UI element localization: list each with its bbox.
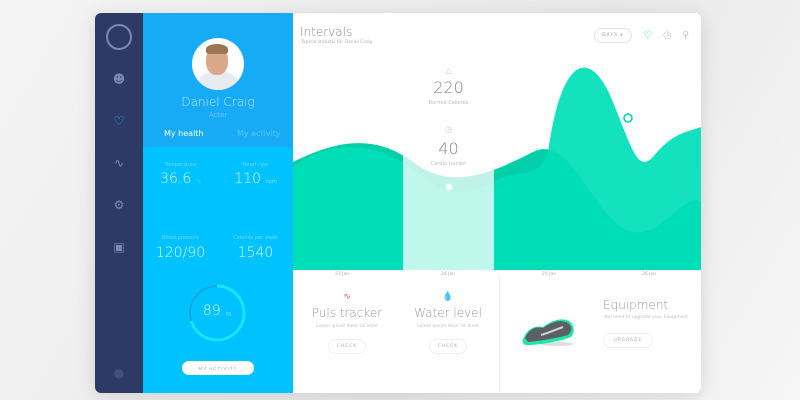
avatar (192, 38, 244, 90)
intervals-chart (293, 67, 701, 270)
location-icon[interactable]: ⚲ (682, 30, 690, 41)
sidebar: ☻ ♡ ∿ ⚙ ▣ ● (95, 13, 143, 393)
profile-panel: Daniel Craig Actor My health My activity… (143, 13, 293, 393)
heart-icon[interactable]: ♡ (643, 30, 652, 41)
puls-tracker-card: ∿ Puls tracker Lorem ipsum dolor sit ame… (297, 292, 397, 354)
data-point (623, 113, 633, 123)
feature-desc: Lorem ipsum dolor sit amet (316, 324, 378, 329)
dot-icon[interactable]: ● (113, 366, 125, 380)
clock-icon: ◷ (445, 125, 452, 134)
equipment-title: Equipment (603, 298, 669, 312)
stat-value: 36.6 °c (160, 171, 201, 187)
feature-title: Puls tracker (311, 306, 383, 320)
area-series-front (293, 67, 701, 270)
x-tick: 26 Jan (642, 272, 657, 277)
feature-desc: Lorem ipsum dolor sit amet (417, 324, 479, 329)
water-level-card: 💧 Water level Lorem ipsum dolor sit amet… (398, 292, 498, 354)
clock-icon[interactable]: ◷ (663, 30, 672, 41)
profile-name: Daniel Craig (181, 95, 255, 109)
feature-title: Water level (414, 306, 482, 320)
my-activity-button[interactable]: MY ACTIVITY (182, 361, 254, 375)
user-icon[interactable]: ☻ (112, 72, 126, 86)
weight-value: 89 kg (202, 303, 232, 319)
page-subtitle: Typical statistic for Daniel Craig (301, 40, 373, 45)
stat-label: Calories per week (233, 235, 278, 241)
medkit-icon[interactable]: ▣ (113, 240, 125, 254)
progress-arc (188, 284, 246, 342)
tab-my-activity[interactable]: My activity (237, 129, 281, 138)
fire-icon: △ (445, 66, 452, 75)
heart-icon[interactable]: ♡ (113, 114, 125, 128)
burned-calories-label: Burned Calories (428, 100, 469, 106)
x-tick: 24 Jan (441, 272, 456, 277)
logo-icon[interactable] (106, 24, 132, 50)
tab-my-health[interactable]: My health (164, 129, 204, 138)
cardio-label: Cardio tracker (430, 161, 467, 167)
stat-label: Heart rate (242, 162, 269, 168)
gear-icon[interactable]: ⚙ (113, 198, 125, 212)
upgrade-button[interactable]: UPGRADE (603, 333, 653, 348)
cardio-value: 40 (438, 139, 459, 158)
stat-label: Temperature (164, 162, 197, 168)
stat-value: 1540 (237, 245, 274, 261)
burned-calories-value: 220 (433, 78, 464, 97)
profile-role: Actor (208, 111, 228, 119)
check-button[interactable]: CHECK (328, 339, 366, 354)
stat-label: Blood pressure (161, 235, 200, 241)
x-tick: 23 Jan (335, 272, 350, 277)
equipment-desc: You need to upgrade your Equipment (604, 315, 689, 320)
app-window: ☻ ♡ ∿ ⚙ ▣ ● Daniel Craig Actor My health… (95, 13, 701, 393)
check-button[interactable]: CHECK (429, 339, 467, 354)
main-panel: Intervals Typical statistic for Daniel C… (293, 13, 701, 393)
x-tick: 25 Jan (542, 272, 557, 277)
drop-icon: 💧 (442, 292, 454, 302)
summary-card: △ 220 Burned Calories ◷ 40 Cardio tracke… (403, 62, 494, 270)
pulse-icon: ∿ (343, 292, 351, 302)
range-select[interactable]: DAYS ▾ (594, 28, 632, 43)
weight-progress-ring (188, 284, 246, 342)
stat-value: 120/90 (155, 245, 206, 261)
stat-value: 110 bpm (234, 171, 277, 187)
activity-icon[interactable]: ∿ (113, 156, 125, 170)
page-title: Intervals (300, 25, 353, 39)
shoe-image (522, 319, 574, 346)
